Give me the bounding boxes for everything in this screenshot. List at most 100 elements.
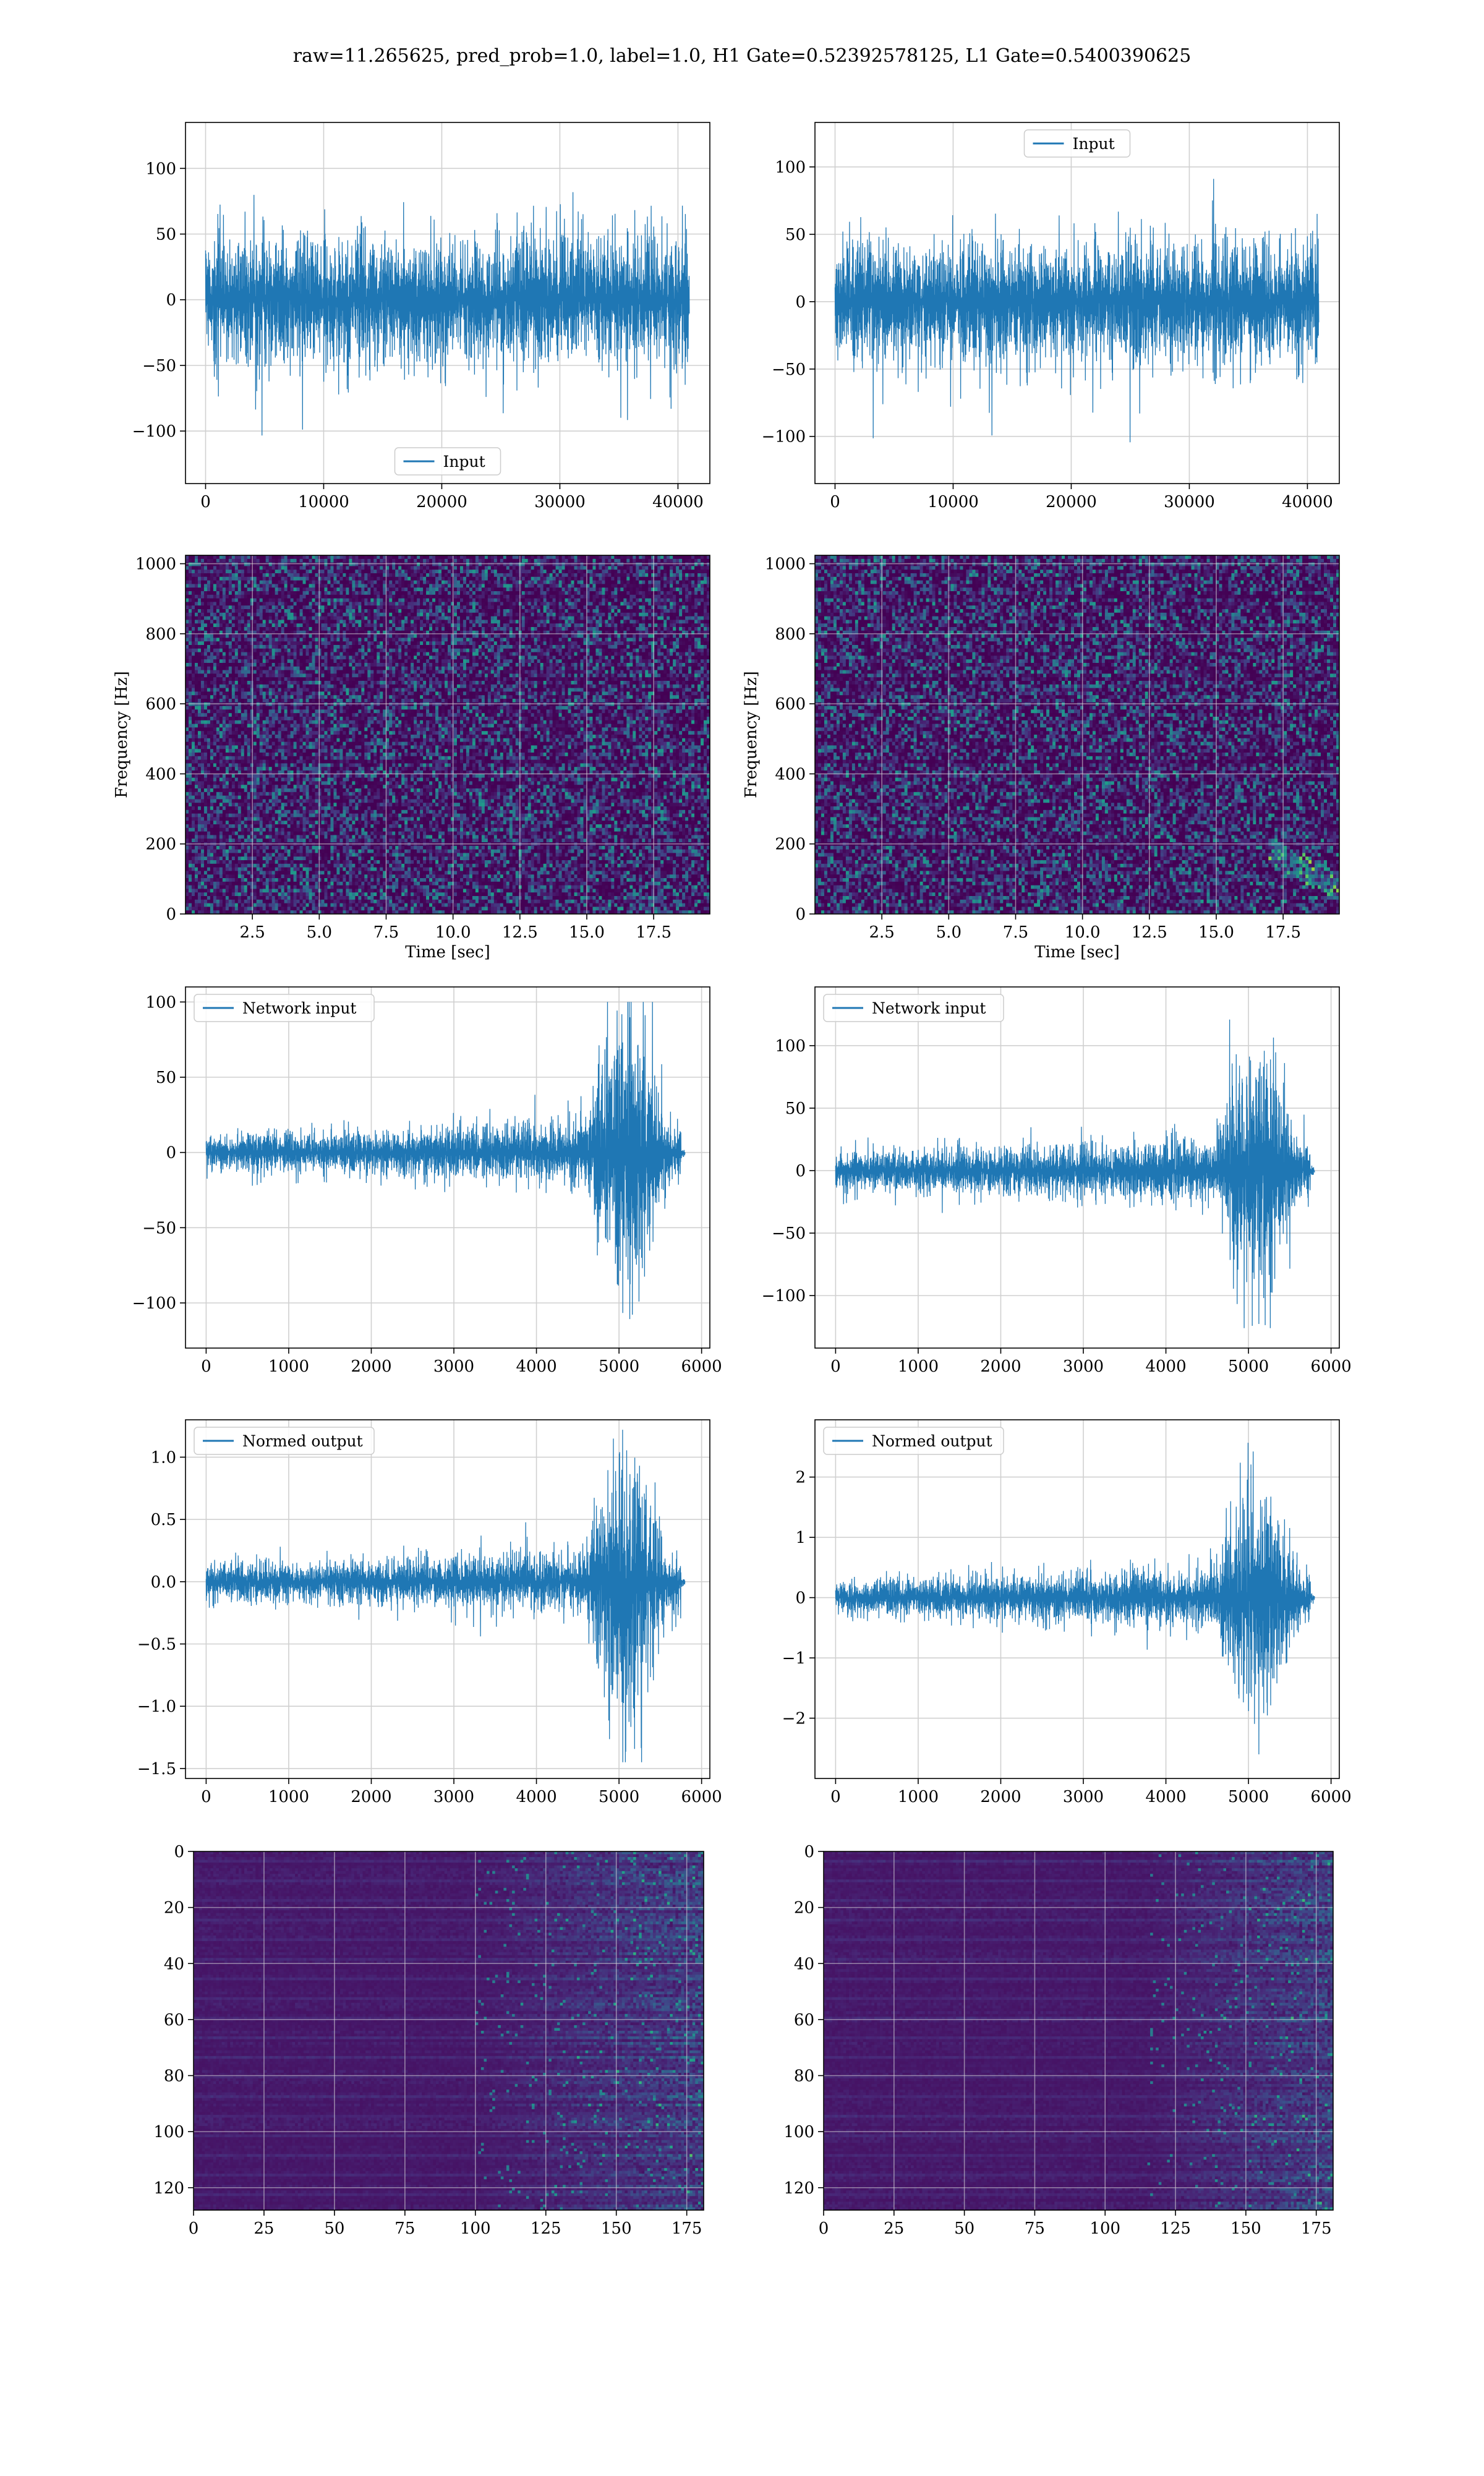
h1-network-input-ytick-label: 50: [156, 1069, 176, 1087]
l1-normed-output-ytick-label: −1: [782, 1649, 806, 1668]
l1-spectrogram-ytick-label: 0: [795, 905, 806, 924]
h1-spectrogram-ytick-label: 200: [145, 835, 176, 854]
figure-suptitle: raw=11.265625, pred_prob=1.0, label=1.0,…: [293, 45, 1192, 67]
h1-spectrogram-xtick-label: 10.0: [435, 923, 471, 942]
l1-feature-map-ytick-label: 0: [804, 1843, 814, 1861]
h1-network-input-legend: Network input: [194, 994, 374, 1022]
h1-feature-map-ytick-label: 80: [164, 2067, 184, 2086]
h1-normed-output-legend-label: Normed output: [242, 1432, 363, 1450]
h1-feature-map-ytick-label: 120: [153, 2179, 184, 2198]
l1-network-input-ytick-label: −100: [762, 1287, 806, 1305]
l1-feature-map-ytick-label: 100: [783, 2123, 814, 2141]
h1-network-input-ytick-label: 0: [166, 1144, 176, 1163]
l1-spectrogram-ylabel: Frequency [Hz]: [742, 671, 761, 798]
l1-feature-map-xtick-label: 100: [1090, 2219, 1120, 2238]
l1-network-input-legend-label: Network input: [872, 999, 986, 1017]
l1-network-input-ytick-label: 50: [785, 1099, 806, 1118]
h1-normed-output-ytick-label: 0.0: [151, 1573, 176, 1592]
l1-normed-output-legend: Normed output: [824, 1427, 1004, 1454]
l1-network-input-xtick-label: 6000: [1311, 1357, 1352, 1376]
l1-spectrogram-xtick-label: 10.0: [1065, 923, 1101, 942]
l1-normed-output-ytick-label: −2: [782, 1710, 806, 1728]
l1-network-input-xtick-label: 1000: [898, 1357, 939, 1376]
h1-network-input-legend-label: Network input: [242, 999, 356, 1017]
h1-spectrogram-ytick-label: 1000: [135, 555, 176, 574]
h1-spectrogram-ytick-label: 0: [166, 905, 176, 924]
h1-raw-input-ytick-label: 0: [166, 291, 176, 310]
h1-network-input-xtick-label: 4000: [516, 1357, 556, 1376]
h1-raw-input-xtick-label: 30000: [534, 493, 586, 511]
l1-raw-input-ytick-label: 100: [775, 158, 806, 177]
l1-raw-input-xtick-label: 0: [830, 493, 840, 511]
l1-normed-output-ytick-label: 2: [795, 1469, 806, 1487]
l1-normed-output-xtick-label: 1000: [898, 1788, 939, 1806]
l1-raw-input-xtick-label: 10000: [927, 493, 979, 511]
h1-normed-output-legend: Normed output: [194, 1427, 374, 1454]
h1-feature-map-xtick-label: 0: [189, 2219, 199, 2238]
l1-network-input-xtick-label: 0: [830, 1357, 841, 1376]
h1-network-input-ytick-label: −50: [142, 1219, 176, 1237]
l1-spectrogram-xtick-label: 17.5: [1265, 923, 1301, 942]
l1-normed-output-ytick-label: 0: [795, 1589, 806, 1608]
h1-spectrogram-xlabel: Time [sec]: [405, 943, 490, 962]
l1-raw-input-ytick-label: −100: [762, 428, 806, 446]
h1-network-input-xtick-label: 6000: [681, 1357, 722, 1376]
h1-normed-output-ytick-label: 0.5: [151, 1511, 176, 1529]
l1-network-input-ytick-label: −50: [772, 1224, 806, 1243]
l1-raw-input-legend-label: Input: [1073, 135, 1115, 153]
l1-raw-input-xtick-label: 20000: [1046, 493, 1097, 511]
l1-spectrogram-plot-content: [815, 555, 1340, 915]
h1-spectrogram-plot-content: [186, 555, 710, 915]
l1-raw-input-xtick-label: 30000: [1164, 493, 1215, 511]
h1-spectrogram-ytick-label: 800: [145, 625, 176, 644]
h1-feature-map-xtick-label: 175: [672, 2219, 702, 2238]
h1-feature-map-ytick-label: 100: [153, 2123, 184, 2141]
l1-normed-output-xtick-label: 2000: [980, 1788, 1021, 1806]
h1-network-input-xtick-label: 0: [201, 1357, 211, 1376]
l1-raw-input-legend: Input: [1025, 130, 1130, 157]
l1-normed-output-xtick-label: 3000: [1063, 1788, 1104, 1806]
h1-raw-input-xtick-label: 40000: [652, 493, 704, 511]
l1-network-input-ytick-label: 100: [775, 1037, 806, 1056]
l1-spectrogram-ytick-label: 1000: [765, 555, 806, 574]
h1-feature-map-xtick-label: 125: [531, 2219, 561, 2238]
h1-normed-output-xtick-label: 0: [201, 1788, 211, 1806]
h1-spectrogram-ytick-label: 400: [145, 765, 176, 783]
h1-raw-input-legend: Input: [395, 448, 501, 475]
h1-feature-map-xtick-label: 50: [324, 2219, 344, 2238]
h1-feature-map-ytick-label: 20: [164, 1899, 184, 1918]
l1-raw-input-xtick-label: 40000: [1282, 493, 1333, 511]
l1-spectrogram-xtick-label: 15.0: [1198, 923, 1234, 942]
h1-normed-output-xtick-label: 1000: [268, 1788, 309, 1806]
l1-spectrogram-ytick-label: 400: [775, 765, 806, 783]
l1-normed-output-legend-label: Normed output: [872, 1432, 992, 1450]
l1-feature-map-ytick-label: 80: [794, 2067, 814, 2086]
l1-spectrogram-ytick-label: 600: [775, 695, 806, 714]
h1-feature-map-xtick-label: 75: [394, 2219, 415, 2238]
l1-normed-output-xtick-label: 4000: [1145, 1788, 1186, 1806]
h1-raw-input-xtick-label: 20000: [416, 493, 467, 511]
l1-feature-map-xtick-label: 25: [884, 2219, 904, 2238]
h1-raw-input-xtick-label: 10000: [298, 493, 349, 511]
h1-normed-output-xtick-label: 3000: [433, 1788, 474, 1806]
l1-feature-map-xtick-label: 150: [1230, 2219, 1261, 2238]
h1-network-input-xtick-label: 1000: [268, 1357, 309, 1376]
h1-network-input-ytick-label: 100: [145, 993, 176, 1012]
l1-feature-map-xtick-label: 125: [1160, 2219, 1191, 2238]
l1-spectrogram-ytick-label: 200: [775, 835, 806, 854]
h1-normed-output-xtick-label: 6000: [681, 1788, 722, 1806]
h1-feature-map-plot-content: [194, 1851, 704, 2211]
h1-network-input-xtick-label: 5000: [599, 1357, 639, 1376]
h1-feature-map-ytick-label: 40: [164, 1955, 184, 1973]
h1-raw-input-ytick-label: 50: [156, 226, 176, 244]
l1-feature-map-ytick-label: 60: [794, 2011, 814, 2030]
h1-raw-input-ytick-label: −100: [132, 422, 176, 441]
